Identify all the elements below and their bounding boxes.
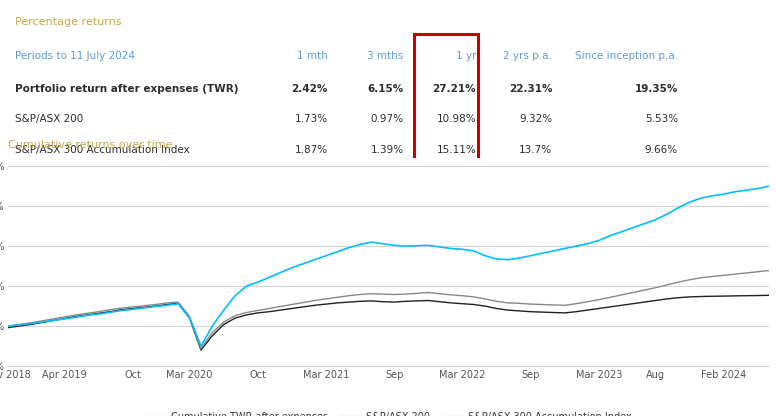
Text: Cumulative returns over time: Cumulative returns over time: [8, 140, 172, 150]
Text: 3 mths: 3 mths: [368, 51, 404, 61]
Text: Percentage returns: Percentage returns: [16, 17, 122, 27]
Text: 0.97%: 0.97%: [371, 114, 404, 124]
Text: Periods to 11 July 2024: Periods to 11 July 2024: [16, 51, 135, 61]
Text: 2 yrs p.a.: 2 yrs p.a.: [503, 51, 552, 61]
Text: Portfolio return after expenses (TWR): Portfolio return after expenses (TWR): [16, 84, 239, 94]
Text: 6.15%: 6.15%: [368, 84, 404, 94]
Text: 1.39%: 1.39%: [371, 144, 404, 154]
Text: S&P/ASX 200: S&P/ASX 200: [16, 114, 84, 124]
Text: Since inception p.a.: Since inception p.a.: [575, 51, 678, 61]
Text: 13.7%: 13.7%: [519, 144, 552, 154]
Text: 2.42%: 2.42%: [291, 84, 328, 94]
Text: 1.87%: 1.87%: [294, 144, 328, 154]
Text: 1.73%: 1.73%: [294, 114, 328, 124]
Text: 5.53%: 5.53%: [645, 114, 678, 124]
Text: S&P/ASX 300 Accumulation Index: S&P/ASX 300 Accumulation Index: [16, 144, 190, 154]
Text: 22.31%: 22.31%: [509, 84, 552, 94]
Text: 15.11%: 15.11%: [437, 144, 476, 154]
Text: 1 yr: 1 yr: [455, 51, 476, 61]
Text: 9.32%: 9.32%: [519, 114, 552, 124]
Text: 10.98%: 10.98%: [437, 114, 476, 124]
Text: 9.66%: 9.66%: [645, 144, 678, 154]
Text: 19.35%: 19.35%: [635, 84, 678, 94]
Legend: Cumulative TWR after expenses, S&P/ASX 200, S&P/ASX 300 Accumulation Index: Cumulative TWR after expenses, S&P/ASX 2…: [141, 409, 636, 416]
Text: 27.21%: 27.21%: [433, 84, 476, 94]
Text: 1 mth: 1 mth: [297, 51, 328, 61]
